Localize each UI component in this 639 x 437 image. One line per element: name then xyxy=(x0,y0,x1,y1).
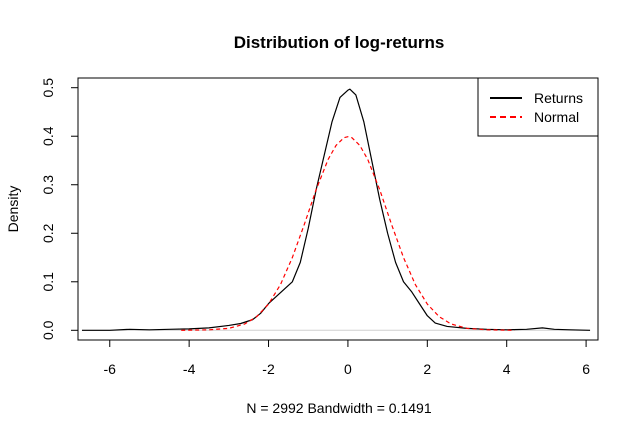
y-tick-label: 0.5 xyxy=(40,78,56,98)
x-tick-label: 0 xyxy=(344,361,352,377)
y-tick-label: 0.2 xyxy=(40,223,56,243)
x-tick-label: -2 xyxy=(262,361,275,377)
y-axis-label: Density xyxy=(5,186,21,233)
y-tick-label: 0.3 xyxy=(40,175,56,195)
y-tick-label: 0.1 xyxy=(40,272,56,292)
x-tick-label: 6 xyxy=(582,361,590,377)
x-tick-label: 2 xyxy=(423,361,431,377)
x-tick-label: -6 xyxy=(104,361,117,377)
x-axis-label: N = 2992 Bandwidth = 0.1491 xyxy=(246,400,431,416)
plot-area: -6 -4 -2 0 2 4 6 0.0 0.1 0.2 0.3 0.4 0.5 Returns Norma… xyxy=(40,77,599,377)
legend-box xyxy=(477,77,599,137)
chart-title: Distribution of log-returns xyxy=(234,33,445,52)
legend-label-normal: Normal xyxy=(534,109,579,125)
series-line-normal xyxy=(181,136,515,331)
x-tick-label: -4 xyxy=(183,361,196,377)
y-tick-label: 0.0 xyxy=(40,320,56,340)
legend-label-returns: Returns xyxy=(534,90,583,106)
x-tick-label: 4 xyxy=(503,361,511,377)
y-tick-label: 0.4 xyxy=(40,126,56,146)
